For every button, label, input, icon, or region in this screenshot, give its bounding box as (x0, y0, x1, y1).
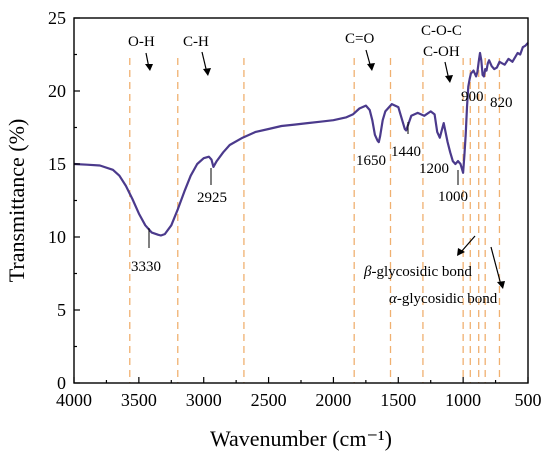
beta-text: -glycosidic bond (371, 264, 472, 280)
arrow-beta (460, 235, 476, 253)
peak-label-1440: 1440 (391, 144, 421, 160)
arrow-alpha (490, 246, 502, 286)
peak-label-1650: 1650 (356, 153, 386, 169)
annotation-ch: C-H (183, 34, 209, 50)
beta-glycosidic-label: β-glycosidic bond (363, 264, 472, 280)
annotation-co: C=O (345, 31, 374, 47)
peak-label-1200: 1200 (419, 161, 449, 177)
arrow-alpha-head (497, 281, 505, 289)
x-tick-label-3000: 3000 (186, 390, 222, 410)
axis-ticks: 4000 3500 3000 2500 2000 1500 1000 500 0 5 10 15 20 2… (48, 8, 542, 410)
annotation-arrows (145, 49, 505, 289)
annotation-oh: O-H (128, 34, 155, 50)
x-tick-label-500: 500 (515, 390, 542, 410)
peak-label-3330: 3330 (131, 259, 161, 275)
y-axis-title: Transmittance (%) (4, 119, 29, 283)
y-tick-label-0: 0 (57, 373, 66, 393)
x-tick-label-1500: 1500 (380, 390, 416, 410)
arrow-co-head (367, 63, 375, 71)
x-tick-label-2500: 2500 (251, 390, 287, 410)
arrow-coh-head (445, 75, 453, 83)
arrow-ch-head (203, 68, 211, 76)
x-tick-label-2000: 2000 (315, 390, 351, 410)
arrow-beta-head (457, 248, 465, 256)
arrow-oh-head (145, 64, 153, 71)
annotation-coh: C-OH (423, 44, 460, 60)
y-tick-label-15: 15 (48, 154, 66, 174)
peak-label-2925: 2925 (197, 190, 227, 206)
guide-lines (129, 58, 501, 383)
alpha-text: -glycosidic bond (397, 291, 498, 307)
y-tick-label-10: 10 (48, 227, 66, 247)
alpha-glycosidic-label: α-glycosidic bond (389, 291, 498, 307)
peak-label-900: 900 (461, 89, 484, 105)
x-tick-label-1000: 1000 (445, 390, 481, 410)
peak-label-820: 820 (490, 95, 513, 111)
transmittance-line (73, 42, 529, 237)
x-axis-title: Wavenumber (cm⁻¹) (210, 426, 392, 451)
alpha-symbol: α (389, 291, 398, 307)
peak-markers (148, 122, 459, 248)
y-tick-label-25: 25 (48, 8, 66, 28)
y-tick-label-5: 5 (57, 300, 66, 320)
peak-label-1000: 1000 (438, 189, 468, 205)
annotation-coc: C-O-C (421, 23, 462, 39)
x-tick-label-3500: 3500 (121, 390, 157, 410)
y-tick-label-20: 20 (48, 81, 66, 101)
beta-symbol: β (363, 264, 372, 280)
x-tick-label-4000: 4000 (56, 390, 92, 410)
